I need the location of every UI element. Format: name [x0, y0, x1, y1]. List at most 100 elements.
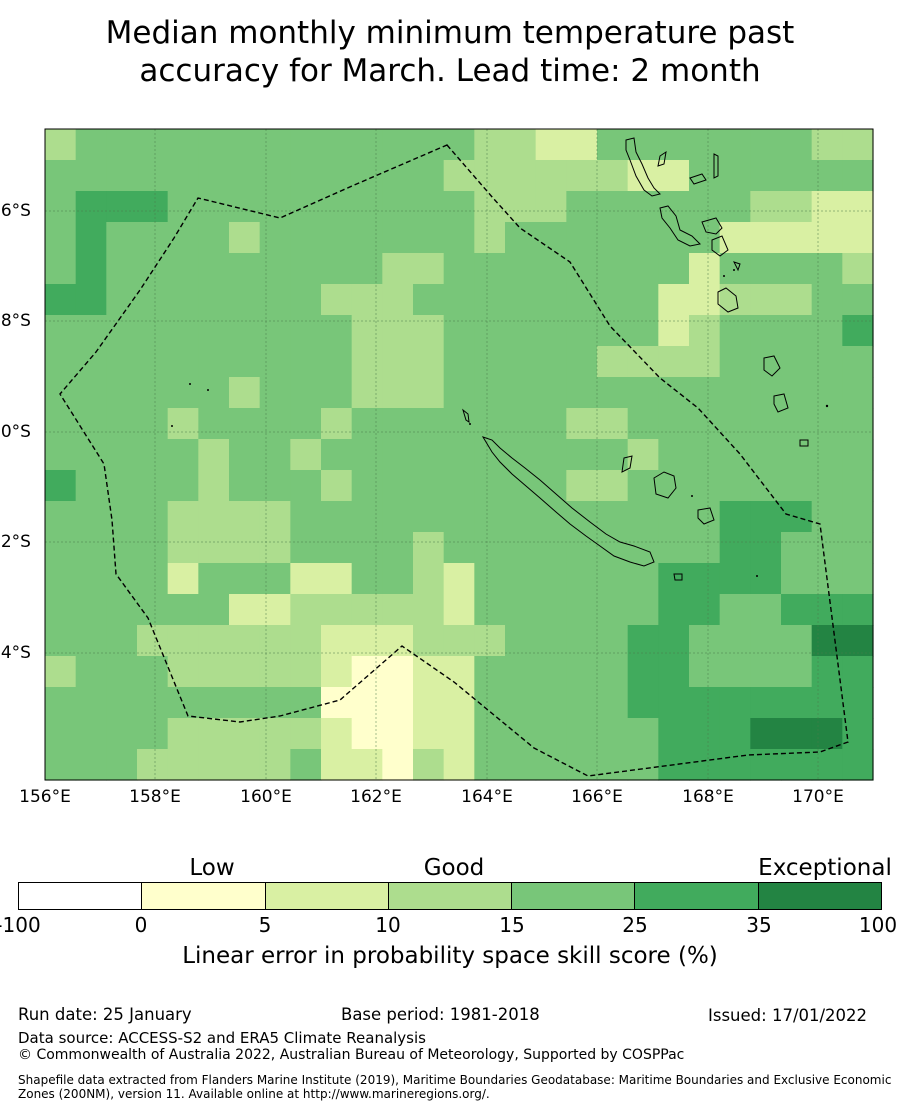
skill-cell: [781, 718, 813, 750]
skill-cell: [689, 129, 721, 161]
skill-cell: [505, 532, 537, 564]
skill-cell: [535, 129, 567, 161]
ouvea-island: [621, 455, 633, 473]
skill-cell: [535, 470, 567, 502]
skill-cell: [781, 284, 813, 316]
skill-cell: [566, 470, 598, 502]
skill-cell: [658, 656, 690, 688]
skill-cell: [351, 315, 383, 347]
skill-cell: [167, 532, 199, 564]
skill-cell: [719, 749, 751, 781]
skill-cell: [689, 656, 721, 688]
skill-cell: [290, 315, 322, 347]
skill-cell: [474, 532, 506, 564]
skill-cell: [597, 501, 629, 533]
skill-cell: [229, 315, 261, 347]
skill-cell: [382, 656, 414, 688]
skill-cell: [781, 470, 813, 502]
skill-cell: [106, 222, 138, 254]
skill-cell: [719, 718, 751, 750]
skill-cell: [566, 532, 598, 564]
skill-cell: [750, 222, 782, 254]
skill-cell: [474, 222, 506, 254]
skill-cell: [229, 408, 261, 440]
lat-label-16s: 16°S: [0, 201, 31, 221]
skill-cell: [658, 377, 690, 409]
skill-cell: [137, 532, 169, 564]
skill-cell: [106, 129, 138, 161]
skill-cell: [382, 687, 414, 719]
skill-cell: [198, 563, 230, 595]
skill-cell: [45, 284, 77, 316]
skill-cell: [45, 408, 77, 440]
skill-cell: [75, 315, 107, 347]
skill-cell: [566, 129, 598, 161]
skill-cell: [106, 687, 138, 719]
skill-cell: [259, 687, 291, 719]
skill-cell: [229, 532, 261, 564]
colorbar-tick-minus100: -100: [0, 913, 41, 937]
run-date: Run date: 25 January: [18, 1005, 192, 1024]
colorbar-tick-10: 10: [375, 913, 401, 937]
skill-cell: [167, 346, 199, 378]
skill-cell: [597, 470, 629, 502]
skill-cell: [413, 346, 445, 378]
skill-cell: [413, 532, 445, 564]
skill-cell: [842, 501, 874, 533]
skill-cell: [597, 129, 629, 161]
skill-cell: [167, 408, 199, 440]
skill-cell: [167, 656, 199, 688]
skill-cell: [719, 625, 751, 657]
skill-cell: [566, 625, 598, 657]
skill-cell: [382, 501, 414, 533]
skill-cell: [566, 687, 598, 719]
skill-cell: [75, 346, 107, 378]
skill-cell: [75, 718, 107, 750]
skill-cell: [750, 191, 782, 223]
skill-cell: [505, 687, 537, 719]
skill-cell: [351, 191, 383, 223]
skill-cell: [689, 315, 721, 347]
skill-cell: [719, 284, 751, 316]
skill-cell: [45, 222, 77, 254]
issued-date: Issued: 17/01/2022: [708, 1006, 868, 1025]
skill-cell: [413, 625, 445, 657]
skill-cell: [382, 625, 414, 657]
skill-cell: [259, 656, 291, 688]
skill-cell: [750, 563, 782, 595]
skill-cell: [351, 687, 383, 719]
skill-cell: [290, 532, 322, 564]
skill-cell: [382, 408, 414, 440]
skill-cell: [351, 718, 383, 750]
skill-cell: [382, 532, 414, 564]
skill-cell: [259, 408, 291, 440]
skill-cell: [535, 408, 567, 440]
skill-cell: [167, 625, 199, 657]
skill-cell: [689, 594, 721, 626]
skill-cell: [137, 315, 169, 347]
skill-cell: [781, 563, 813, 595]
skill-cell: [259, 160, 291, 192]
skill-cell: [842, 377, 874, 409]
islet-b: [733, 261, 741, 272]
skill-cell: [474, 594, 506, 626]
skill-cell: [45, 594, 77, 626]
skill-cell: [597, 563, 629, 595]
skill-cell: [627, 284, 659, 316]
skill-cell: [443, 532, 475, 564]
skill-cell: [842, 284, 874, 316]
skill-cell: [842, 222, 874, 254]
skill-grid: [45, 129, 874, 781]
skill-cell: [229, 594, 261, 626]
skill-cell: [137, 439, 169, 471]
skill-cell: [321, 749, 353, 781]
lon-label-168: 168°E: [682, 787, 734, 807]
skill-cell: [781, 749, 813, 781]
skill-cell: [842, 408, 874, 440]
skill-cell: [290, 687, 322, 719]
skill-cell: [719, 687, 751, 719]
skill-cell: [106, 408, 138, 440]
skill-cell: [566, 501, 598, 533]
skill-cell: [167, 377, 199, 409]
legend-category-good: Good: [423, 855, 485, 881]
